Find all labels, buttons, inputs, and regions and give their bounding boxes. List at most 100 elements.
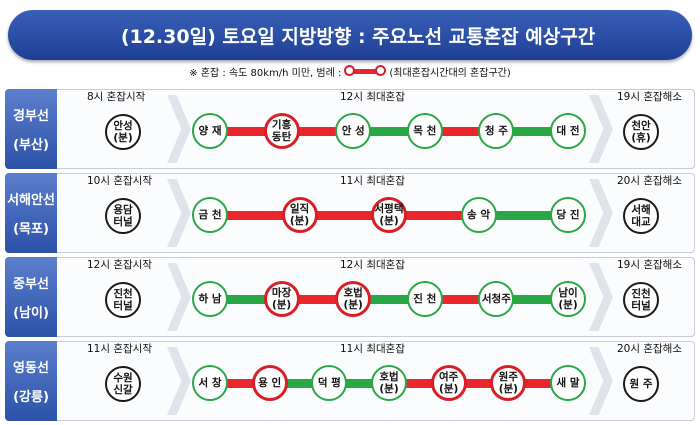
end-station-label: 천안 (휴) bbox=[631, 120, 651, 144]
route-track bbox=[195, 295, 583, 304]
route-stop: 양 재 bbox=[192, 113, 228, 149]
line-label: 중부선 (남이) bbox=[5, 257, 57, 337]
start-station: 수원 신갈 bbox=[105, 366, 141, 402]
legend-congestion-swatch-icon bbox=[344, 64, 387, 78]
end-station: 진천 터널 bbox=[623, 282, 659, 318]
congestion-segment bbox=[210, 211, 479, 220]
route-stop-label: 용 인 bbox=[258, 377, 282, 389]
route-stop-label: 마장 (분) bbox=[271, 287, 292, 311]
start-station: 안성 (분) bbox=[105, 114, 141, 150]
congestion-segment bbox=[389, 379, 568, 388]
route-stop-label: 서 창 bbox=[198, 377, 222, 389]
route-stop: 용 인 bbox=[251, 365, 288, 401]
route-stop: 당 진 bbox=[550, 197, 586, 233]
route-stop: 서 창 bbox=[192, 365, 228, 401]
route-stop: 여주 (분) bbox=[430, 365, 467, 401]
route-stop-label: 원주 (분) bbox=[498, 371, 518, 395]
route-stop: 진 천 bbox=[406, 281, 443, 317]
line-destination: (강릉) bbox=[13, 390, 49, 405]
start-caption: 10시 혼잡시작 bbox=[87, 175, 152, 187]
header: (12.30일) 토요일 지방방향 : 주요노선 교통혼잡 예상구간 ※ 혼잡 … bbox=[0, 0, 700, 84]
route-stop: 안 성 bbox=[335, 113, 372, 149]
route-stop: 서청주 bbox=[478, 281, 515, 317]
route-track bbox=[195, 127, 583, 136]
route-stop-label: 덕 평 bbox=[317, 377, 341, 389]
route-stop-label: 청 주 bbox=[484, 125, 508, 137]
route-stop-label: 하 남 bbox=[198, 293, 222, 305]
congestion-segment bbox=[210, 379, 270, 388]
peak-caption: 11시 최대혼잡 bbox=[340, 175, 405, 187]
start-caption: 8시 혼잡시작 bbox=[87, 91, 146, 103]
end-caption: 19시 혼잡해소 bbox=[617, 259, 682, 271]
route-stop-label: 대 전 bbox=[556, 125, 580, 137]
route-stop-label: 당 진 bbox=[556, 209, 580, 221]
route-stop: 일직 (분) bbox=[281, 197, 318, 233]
page-title: (12.30일) 토요일 지방방향 : 주요노선 교통혼잡 예상구간 bbox=[120, 26, 596, 48]
route-stop: 대 전 bbox=[550, 113, 586, 149]
route-stop: 원주 (분) bbox=[490, 365, 527, 401]
route-stop: 금 천 bbox=[192, 197, 228, 233]
start-station-label: 안성 (분) bbox=[113, 120, 133, 144]
route-stop-label: 서청주 bbox=[481, 293, 511, 305]
congestion-segment bbox=[424, 127, 497, 136]
line-label: 경부선 (부산) bbox=[5, 89, 57, 169]
line-name: 경부선 bbox=[13, 109, 49, 124]
end-caption: 20시 혼잡해소 bbox=[617, 343, 682, 355]
route-stop: 덕 평 bbox=[311, 365, 348, 401]
end-station: 원 주 bbox=[623, 366, 659, 402]
legend-suffix: (최대혼잡시간대의 혼잡구간) bbox=[389, 67, 511, 79]
start-station-label: 진천 터널 bbox=[113, 288, 133, 312]
route-stop: 하 남 bbox=[192, 281, 228, 317]
route-stop-label: 송 악 bbox=[467, 209, 490, 221]
start-caption: 12시 혼잡시작 bbox=[87, 259, 152, 271]
start-caption: 11시 혼잡시작 bbox=[87, 343, 152, 355]
congestion-segment bbox=[424, 295, 497, 304]
route-stop-label: 진 천 bbox=[413, 293, 437, 305]
route-stop: 목 천 bbox=[406, 113, 443, 149]
line-name: 영동선 bbox=[13, 361, 49, 376]
end-station-label: 진천 터널 bbox=[631, 288, 651, 312]
peak-caption: 11시 최대혼잡 bbox=[340, 343, 405, 355]
route-stop: 기흥 동탄 bbox=[263, 113, 300, 149]
route-stop: 호법 (분) bbox=[335, 281, 372, 317]
route-stop: 새 말 bbox=[550, 365, 586, 401]
line-destination: (목포) bbox=[13, 222, 49, 237]
congestion-segment bbox=[281, 295, 354, 304]
route-stop-label: 호법 (분) bbox=[379, 371, 399, 395]
route-stop: 마장 (분) bbox=[263, 281, 300, 317]
route-stop: 송 악 bbox=[460, 197, 497, 233]
route-stop-label: 금 천 bbox=[198, 209, 222, 221]
title-bar: (12.30일) 토요일 지방방향 : 주요노선 교통혼잡 예상구간 bbox=[8, 10, 692, 60]
route-stop-label: 안 성 bbox=[341, 125, 365, 137]
start-station: 용담 터널 bbox=[105, 198, 141, 234]
peak-caption: 12시 최대혼잡 bbox=[340, 91, 405, 103]
route-stop-label: 기흥 동탄 bbox=[271, 119, 292, 143]
route-stop-label: 양 재 bbox=[198, 125, 222, 137]
end-station-label: 서해 대교 bbox=[631, 204, 651, 228]
route-stop: 호법 (분) bbox=[371, 365, 407, 401]
line-name: 중부선 bbox=[13, 277, 49, 292]
route-stop-label: 남이 (분) bbox=[558, 287, 578, 311]
line-label: 서해안선 (목포) bbox=[5, 173, 57, 253]
route-stop-label: 목 천 bbox=[413, 125, 437, 137]
route-stop: 남이 (분) bbox=[550, 281, 586, 317]
route-stop: 서평택 (분) bbox=[371, 197, 407, 233]
end-station: 서해 대교 bbox=[623, 198, 659, 234]
line-destination: (남이) bbox=[13, 306, 49, 321]
start-station-label: 용담 터널 bbox=[113, 204, 133, 228]
route-stop-label: 여주 (분) bbox=[438, 371, 459, 395]
peak-caption: 12시 최대혼잡 bbox=[340, 259, 405, 271]
end-station-label: 원 주 bbox=[629, 378, 653, 390]
route-stop: 청 주 bbox=[478, 113, 515, 149]
route-stop-label: 새 말 bbox=[556, 377, 580, 389]
legend-prefix: ※ 혼잡 : 속도 80km/h 미만, 범례 : bbox=[189, 67, 342, 79]
route-stop-label: 서평택 (분) bbox=[374, 203, 404, 227]
route-stop-label: 일직 (분) bbox=[289, 203, 310, 227]
start-station-label: 수원 신갈 bbox=[113, 372, 133, 396]
end-station: 천안 (휴) bbox=[623, 114, 659, 150]
